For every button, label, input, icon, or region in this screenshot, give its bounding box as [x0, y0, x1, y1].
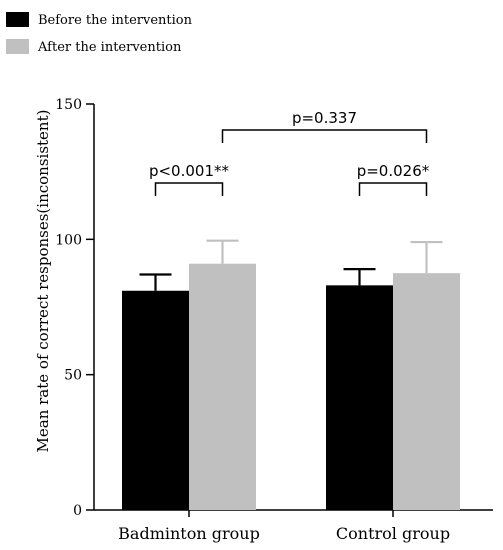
bars: [122, 263, 460, 510]
bracket-1: [154, 182, 224, 196]
y-tick-label-150: 150: [55, 97, 82, 113]
error-bar-badminton-group-before-the-intervention: [139, 273, 172, 291]
significance-brackets: p<0.001** p=0.026* p=0.337: [149, 109, 430, 196]
bracket-label-3: p=0.337: [292, 109, 357, 127]
error-bar-control-group-before-the-intervention: [343, 268, 376, 286]
legend-label-after-the-intervention: After the intervention: [37, 40, 182, 55]
y-tick-label-100: 100: [55, 232, 82, 248]
bar-control-group-after-the-intervention: [393, 273, 460, 510]
x-tick-label-badminton-group: Badminton group: [118, 524, 260, 543]
bracket-2: [358, 182, 428, 196]
legend-label-before-the-intervention: Before the intervention: [38, 13, 193, 28]
x-axis: Badminton group Control group: [94, 509, 493, 543]
x-tick-label-control-group: Control group: [336, 524, 450, 543]
bar-control-group-before-the-intervention: [326, 285, 393, 510]
y-tick-label-50: 50: [64, 368, 82, 384]
bar-badminton-group-after-the-intervention: [189, 263, 256, 510]
bar-badminton-group-before-the-intervention: [122, 290, 189, 510]
bracket-label-2: p=0.026*: [357, 162, 430, 180]
legend: Before the intervention After the interve…: [6, 12, 193, 55]
error-bar-control-group-after-the-intervention: [410, 240, 443, 274]
legend-swatch-after-the-intervention: [6, 39, 29, 54]
bracket-label-1: p<0.001**: [149, 162, 230, 180]
error-bars: [139, 239, 443, 291]
y-tick-label-0: 0: [73, 503, 82, 519]
error-bar-badminton-group-after-the-intervention: [206, 239, 239, 264]
legend-swatch-before-the-intervention: [6, 12, 29, 27]
y-axis: 0 50 100 150: [55, 97, 95, 519]
bracket-3: [221, 129, 428, 143]
y-axis-label: Mean rate of correct responses(inconsist…: [34, 110, 52, 453]
